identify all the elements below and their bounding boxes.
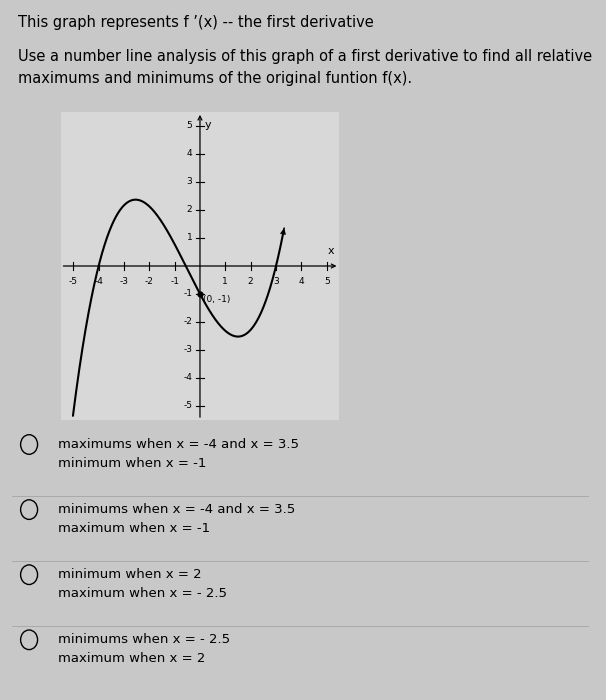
Text: -5: -5: [68, 277, 78, 286]
Text: 5: 5: [187, 122, 192, 130]
Text: 3: 3: [187, 178, 192, 186]
Text: -4: -4: [94, 277, 103, 286]
Text: 5: 5: [324, 277, 330, 286]
Text: 2: 2: [248, 277, 253, 286]
Text: -2: -2: [145, 277, 154, 286]
Text: minimum when x = 2: minimum when x = 2: [58, 568, 201, 581]
Text: -3: -3: [119, 277, 128, 286]
Text: maximum when x = 2: maximum when x = 2: [58, 652, 205, 666]
Text: Use a number line analysis of this graph of a first derivative to find all relat: Use a number line analysis of this graph…: [18, 49, 592, 64]
Text: 4: 4: [299, 277, 304, 286]
Text: y: y: [205, 120, 211, 130]
Text: -3: -3: [184, 346, 192, 354]
Text: minimum when x = -1: minimum when x = -1: [58, 457, 206, 470]
Text: This graph represents f ’(x) -- the first derivative: This graph represents f ’(x) -- the firs…: [18, 15, 374, 30]
Text: maximum when x = -1: maximum when x = -1: [58, 522, 210, 536]
Text: -2: -2: [184, 318, 192, 326]
Text: maximums when x = -4 and x = 3.5: maximums when x = -4 and x = 3.5: [58, 438, 299, 451]
Text: -1: -1: [170, 277, 179, 286]
Text: -4: -4: [184, 374, 192, 382]
Text: 4: 4: [187, 150, 192, 158]
Text: maximums and minimums of the original funtion f(x).: maximums and minimums of the original fu…: [18, 71, 412, 86]
Text: (0, -1): (0, -1): [202, 295, 230, 304]
Text: minimums when x = - 2.5: minimums when x = - 2.5: [58, 633, 230, 646]
Text: minimums when x = -4 and x = 3.5: minimums when x = -4 and x = 3.5: [58, 503, 295, 516]
Text: 1: 1: [222, 277, 228, 286]
Text: -1: -1: [184, 290, 192, 298]
Text: 3: 3: [273, 277, 279, 286]
Text: -5: -5: [184, 402, 192, 410]
Text: x: x: [328, 246, 335, 256]
Text: 2: 2: [187, 206, 192, 214]
Text: maximum when x = - 2.5: maximum when x = - 2.5: [58, 587, 227, 601]
Text: 1: 1: [187, 234, 192, 242]
